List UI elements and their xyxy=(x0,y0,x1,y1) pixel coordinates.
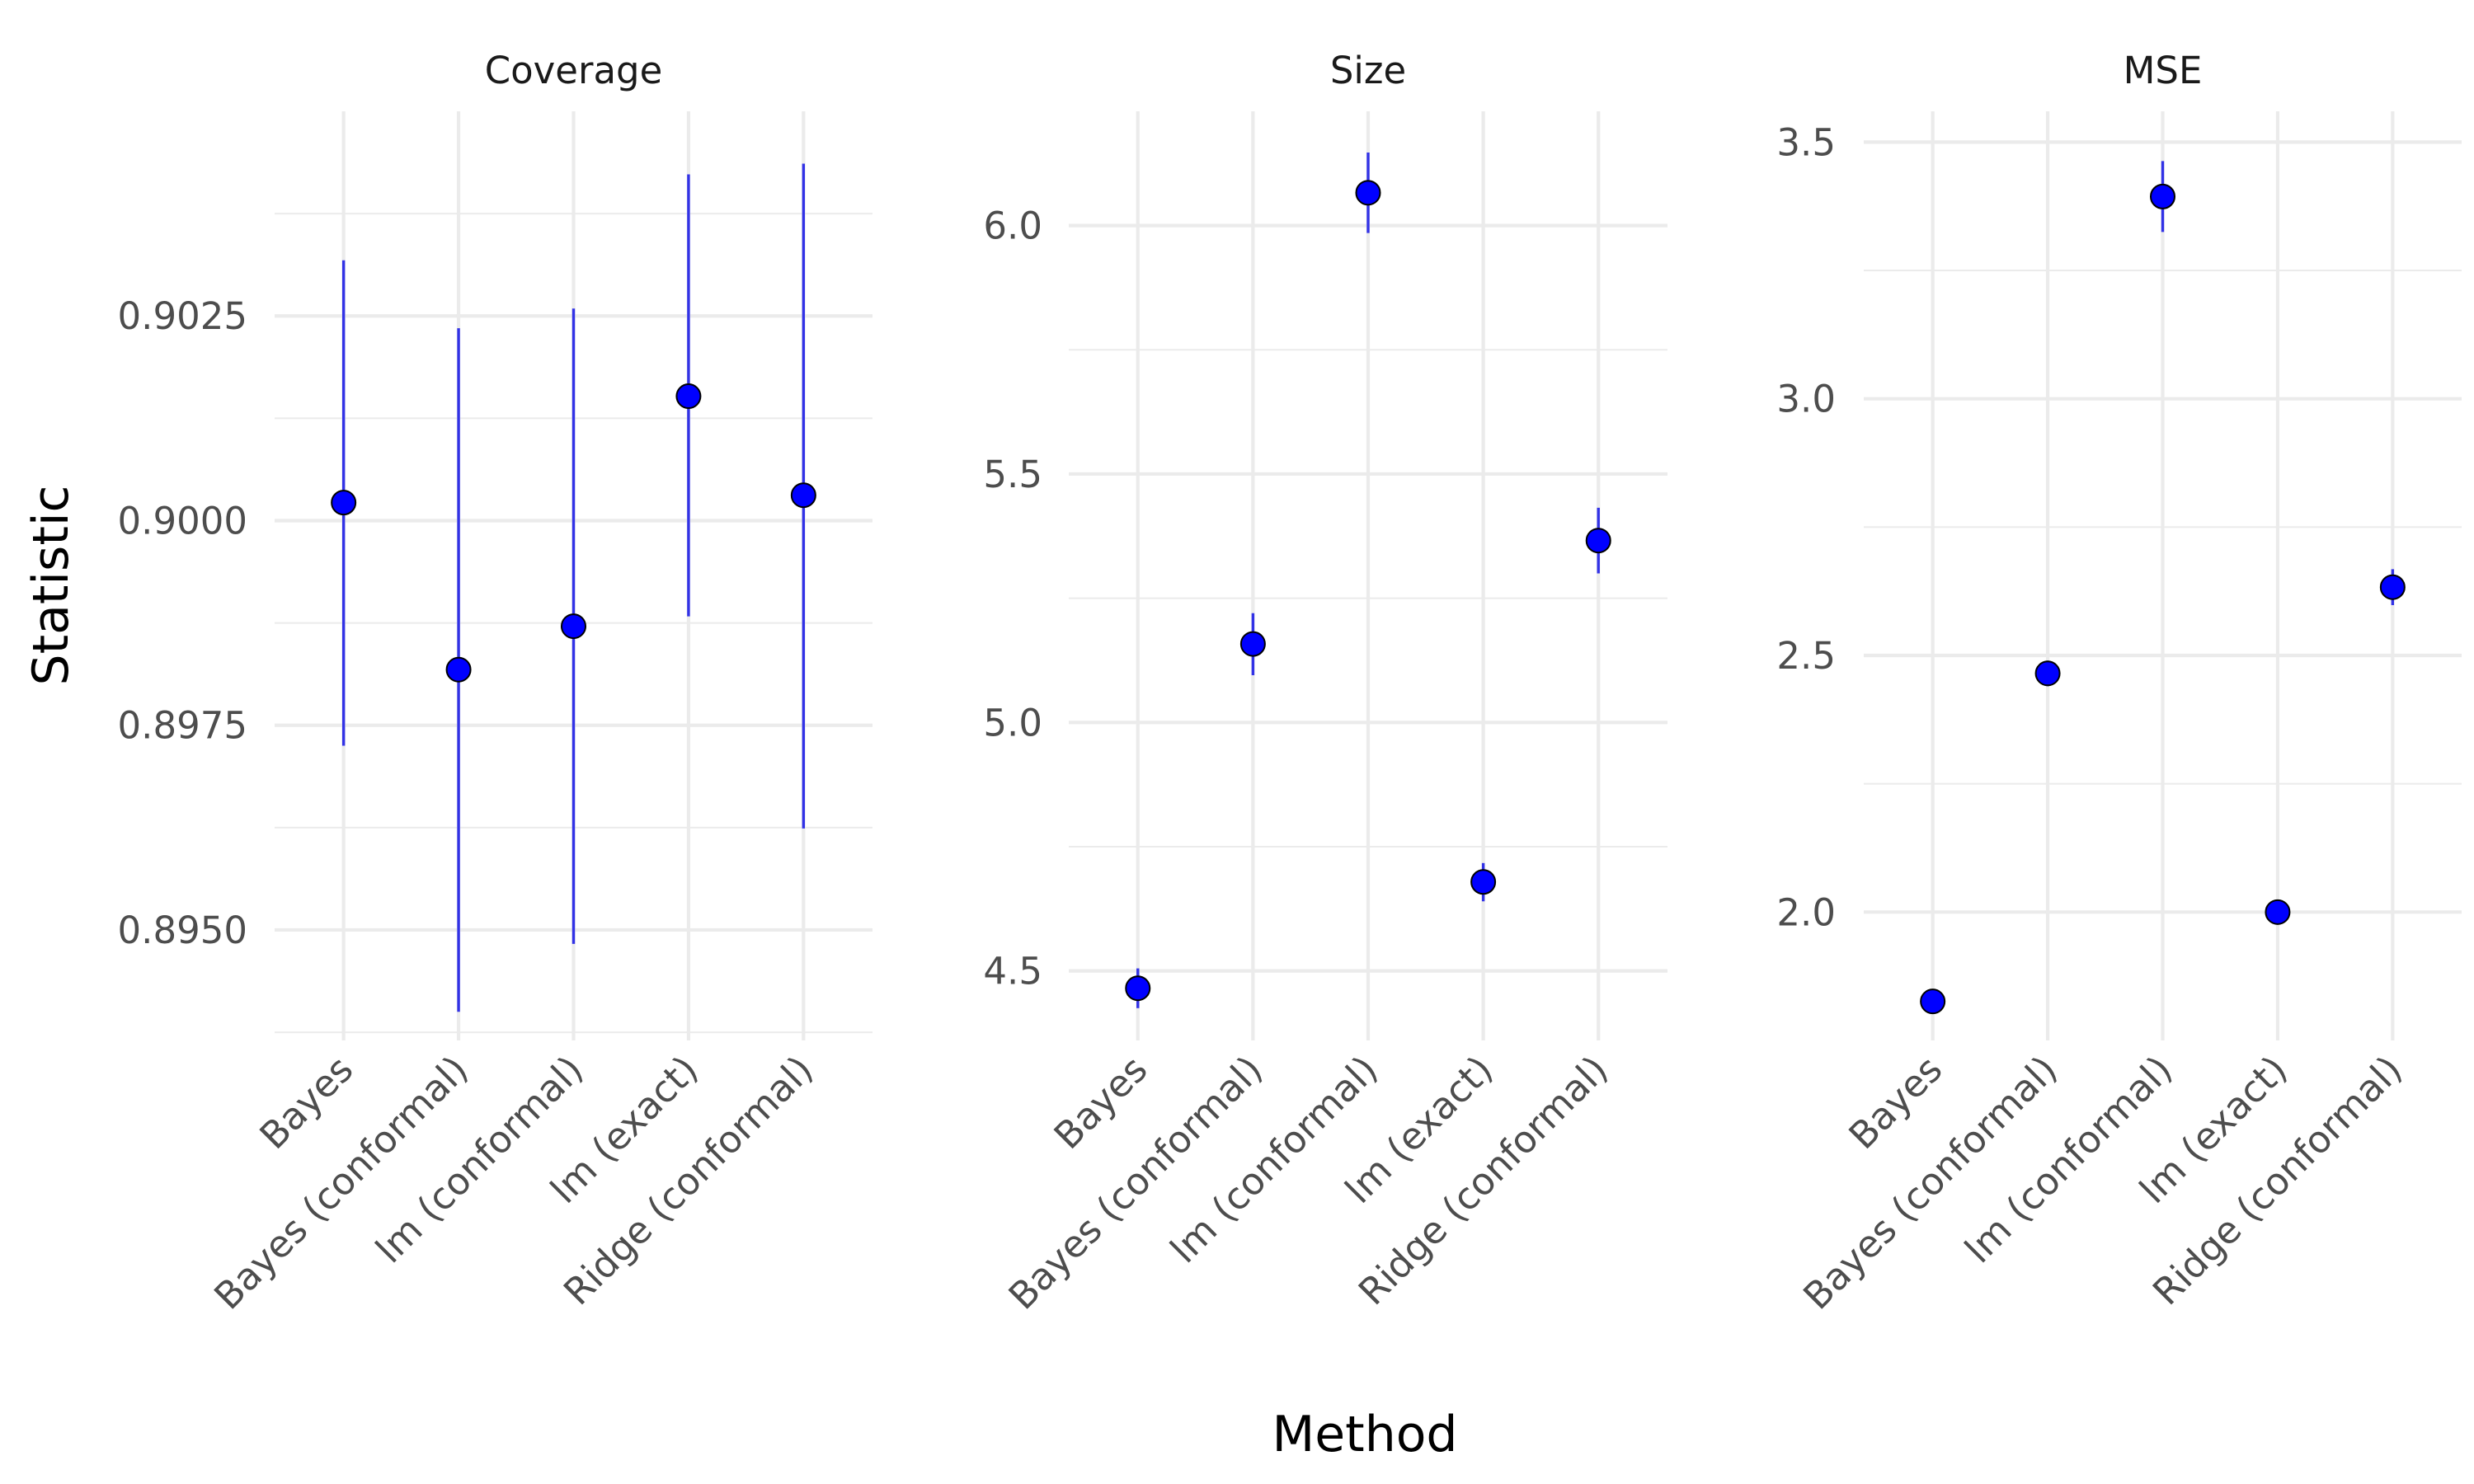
data-point-bayes-conformal xyxy=(445,656,472,683)
data-point-bayes-conformal xyxy=(1239,631,1266,657)
y-tick-label: 2.5 xyxy=(1776,634,1836,678)
y-tick-label: 6.0 xyxy=(983,204,1042,248)
y-tick-label: 0.9000 xyxy=(118,499,247,542)
y-axis-title: Statistic xyxy=(22,485,80,685)
data-point-lm-conformal xyxy=(2150,183,2175,209)
y-tick-label: 3.0 xyxy=(1776,378,1836,421)
y-tick-label: 0.8950 xyxy=(118,909,247,952)
data-point-ridge-conformal xyxy=(2379,574,2406,600)
data-point-ridge-conformal xyxy=(1585,528,1611,554)
data-point-lm-conformal xyxy=(1355,180,1381,206)
data-point-bayes xyxy=(1125,975,1151,1002)
y-tick-label: 5.0 xyxy=(983,701,1042,744)
panel-title: Coverage xyxy=(485,49,663,92)
y-tick-label: 0.8975 xyxy=(118,704,247,748)
data-point-bayes xyxy=(1920,989,1946,1015)
data-point-bayes xyxy=(331,490,357,516)
y-tick-label: 4.5 xyxy=(983,950,1042,993)
data-point-ridge-conformal xyxy=(790,482,816,509)
panel-title: MSE xyxy=(2124,49,2203,92)
y-tick-label: 3.5 xyxy=(1776,120,1836,164)
y-tick-label: 5.5 xyxy=(983,453,1042,496)
panel-title: Size xyxy=(1330,49,1406,92)
y-tick-label: 2.0 xyxy=(1776,890,1836,934)
y-tick-label: 0.9025 xyxy=(118,294,247,338)
data-point-lm-conformal xyxy=(561,613,586,640)
data-point-lm-exact xyxy=(2265,899,2291,925)
data-point-lm-exact xyxy=(675,383,702,410)
x-axis-title: Method xyxy=(1272,1406,1457,1463)
data-point-lm-exact xyxy=(1470,869,1497,895)
data-point-bayes-conformal xyxy=(2034,660,2061,687)
